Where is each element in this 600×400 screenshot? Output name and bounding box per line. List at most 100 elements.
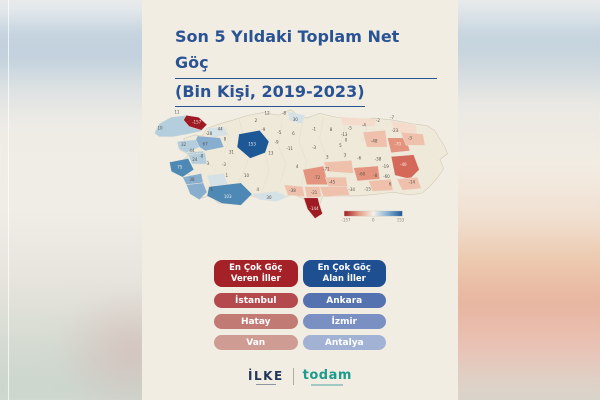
province-value: -14: [409, 180, 416, 185]
region-antalya: [206, 182, 253, 206]
region-hatay: [303, 197, 323, 219]
province-value: 10: [244, 173, 250, 178]
province-value: 8: [330, 127, 333, 132]
receiver-row-ankara: Ankara: [302, 293, 386, 308]
receiver-row-antalya: Antalya: [302, 335, 386, 350]
color-scale-legend: -157 0 153: [342, 210, 405, 222]
province-value: 44: [189, 148, 195, 153]
giver-row-istanbul: İstanbul: [214, 293, 298, 308]
province-value: -11: [286, 146, 293, 151]
province-value: -38: [375, 156, 382, 161]
title-line-1: Son 5 Yıldaki Toplam Net Göç: [175, 24, 437, 79]
region-van: [390, 154, 420, 180]
ilke-logo-tagline-bar: [255, 383, 276, 385]
province-value: 6: [292, 131, 295, 136]
province-value: 30: [266, 195, 272, 200]
province-value: 4: [256, 187, 259, 192]
province-value: 13: [268, 151, 274, 156]
province-value: -157: [192, 120, 202, 125]
province-value: -70: [394, 141, 401, 146]
province-value: -28: [206, 131, 213, 136]
province-value: 3: [344, 153, 347, 158]
province-value: -4: [362, 123, 366, 128]
province-value: -9: [275, 139, 279, 144]
province-value: -3: [222, 162, 226, 167]
province-value: -7: [390, 115, 394, 120]
province-value: -60: [383, 174, 390, 179]
province-value: -9: [261, 127, 265, 132]
province-value: 3: [207, 161, 210, 166]
todam-logo-text: todam: [302, 368, 352, 383]
province-value: -38: [289, 188, 296, 193]
province-value: 0: [345, 138, 348, 143]
receivers-header: En Çok Göç Alan İller: [302, 260, 386, 287]
province-value: -40: [400, 162, 407, 167]
scale-mid-label: 0: [372, 217, 375, 222]
todam-logo: todam: [303, 368, 352, 386]
region-izmir: [169, 158, 195, 178]
province-value: -3: [408, 136, 412, 141]
givers-header: En Çok Göç Veren İller: [214, 260, 298, 287]
province-value: 5: [339, 143, 342, 148]
province-value: 4: [296, 164, 299, 169]
province-value: -21: [311, 190, 318, 195]
province-value: 8: [224, 137, 227, 142]
givers-column: En Çok Göç Veren İller İstanbul Hatay Va…: [214, 260, 298, 350]
province-value: -23: [392, 128, 399, 133]
province-value: -5: [348, 125, 352, 130]
province-value: -8: [282, 110, 286, 115]
infographic-card: Son 5 Yıldaki Toplam Net Göç (Bin Kişi, …: [142, 0, 458, 400]
province-value: 6: [389, 182, 392, 187]
province-value: 3: [326, 154, 329, 159]
todam-logo-tagline-bar: [311, 384, 344, 386]
province-value: -15: [364, 186, 371, 191]
province-value: -3: [312, 145, 316, 150]
province-value: 6: [210, 187, 213, 192]
receivers-column: En Çok Göç Alan İller Ankara İzmir Antal…: [302, 260, 386, 350]
province-value: 32: [181, 142, 187, 147]
logo-divider: [292, 368, 294, 386]
province-value: -5: [277, 130, 281, 135]
footer-logos: İLKE todam: [142, 368, 458, 386]
province-value: -34: [348, 187, 355, 192]
scale-max-label: 153: [397, 217, 405, 222]
blurred-right-strip: [458, 0, 600, 400]
title-line-2: (Bin Kişi, 2019-2023): [175, 79, 365, 108]
province-value: 153: [248, 141, 256, 146]
province-value: 30: [293, 117, 299, 122]
giver-row-hatay: Hatay: [214, 314, 298, 329]
left-hairline: [8, 0, 9, 400]
province-value: 31: [229, 150, 235, 155]
province-value: -48: [371, 138, 378, 143]
province-value: 10: [157, 125, 163, 130]
province-value: -71: [323, 167, 330, 172]
province-value: 75: [177, 165, 183, 170]
province-value: 38: [189, 177, 195, 182]
blurred-left-strip: [0, 0, 142, 400]
province-value: -8: [199, 153, 203, 158]
province-value: -6: [357, 155, 361, 160]
province-value: 1: [225, 173, 228, 178]
page-title: Son 5 Yıldaki Toplam Net Göç (Bin Kişi, …: [175, 24, 437, 108]
province-value: -8: [373, 173, 377, 178]
province-value: -13: [341, 132, 348, 137]
turkey-choropleth-map: 10 11 -157 44 -28 8 67 32 44 31 -8 24 75 3 -3 38 1 6 103 15…: [145, 104, 455, 256]
province-value: 67: [203, 141, 209, 146]
province-value: 44: [218, 126, 224, 131]
province-value: 2: [255, 118, 258, 123]
ilke-logo: İLKE: [248, 368, 284, 385]
province-value: 24: [192, 157, 198, 162]
province-value: -2: [376, 118, 380, 123]
scale-min-label: -157: [342, 217, 351, 222]
province-value: -45: [329, 180, 336, 185]
province-value: -1: [312, 126, 316, 131]
province-value: -60: [359, 171, 366, 176]
province-value: -144: [310, 206, 320, 211]
province-value: 103: [224, 194, 232, 199]
province-value: -72: [314, 175, 321, 180]
ilke-logo-text: İLKE: [248, 368, 284, 383]
province-value: 11: [174, 109, 180, 114]
receiver-row-izmir: İzmir: [302, 314, 386, 329]
giver-row-van: Van: [214, 335, 298, 350]
